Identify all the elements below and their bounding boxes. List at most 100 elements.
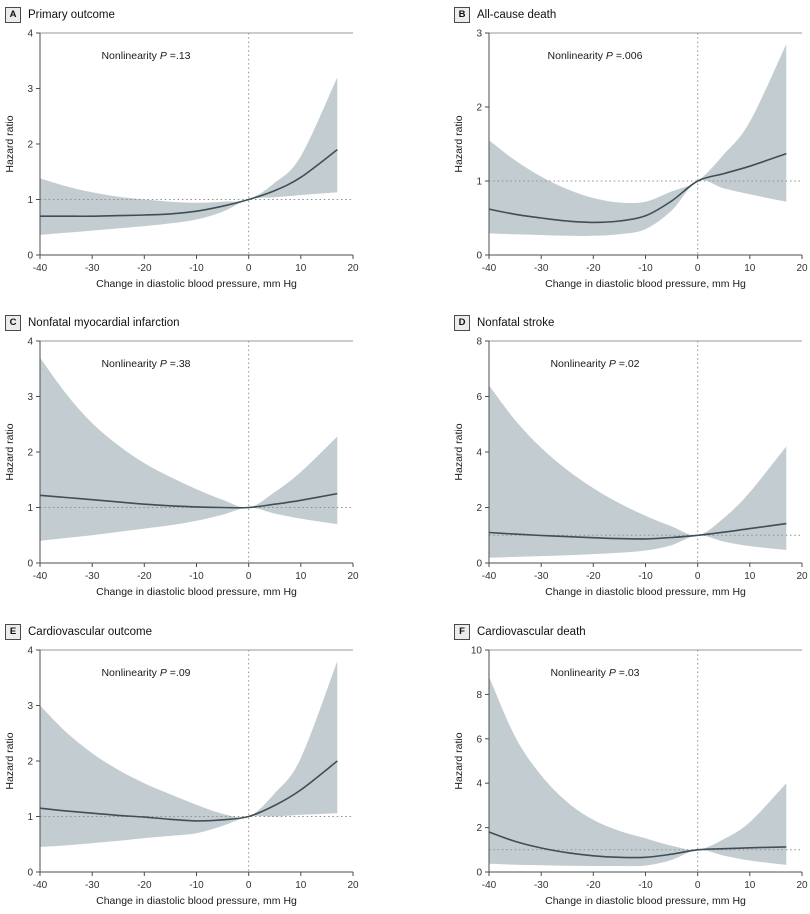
panel-f: F Cardiovascular death 0 2 4 6 8 10 -40 -30 -20 -… — [405, 617, 810, 914]
svg-text:0: 0 — [246, 880, 252, 891]
panel-letter-badge: A — [5, 6, 21, 23]
svg-text:Hazard ratio: Hazard ratio — [4, 423, 16, 480]
panel-header: F Cardiovascular death — [449, 623, 810, 640]
panel-d: D Nonfatal stroke 0 2 4 6 8 -40 -30 -20 -10 0 10 20… — [405, 308, 810, 617]
svg-text:10: 10 — [295, 880, 307, 891]
svg-text:-30: -30 — [85, 880, 100, 891]
svg-text:Change in diastolic blood pres: Change in diastolic blood pressure, mm H… — [545, 586, 746, 598]
panel-title: Nonfatal myocardial infarction — [28, 316, 180, 329]
svg-text:Hazard ratio: Hazard ratio — [453, 732, 465, 789]
hazard-ratio-plot: 0 2 4 6 8 10 -40 -30 -20 -10 0 10 20 Nonlinearity P =… — [449, 642, 810, 910]
svg-text:-10: -10 — [638, 263, 653, 274]
svg-text:-40: -40 — [482, 571, 497, 582]
svg-text:6: 6 — [476, 392, 482, 403]
hazard-ratio-chart-svg: 0 1 2 3 -40 -30 -20 -10 0 10 20 Nonlinearity P =.00… — [453, 29, 808, 291]
panel-header: C Nonfatal myocardial infarction — [0, 314, 405, 331]
svg-text:-10: -10 — [189, 263, 204, 274]
svg-text:0: 0 — [476, 251, 482, 262]
hazard-ratio-plot: 0 1 2 3 4 -40 -30 -20 -10 0 10 20 Nonlinearity P =.0… — [0, 642, 405, 910]
svg-text:3: 3 — [27, 84, 33, 95]
panel-letter-badge: F — [454, 623, 470, 640]
svg-text:2: 2 — [27, 140, 33, 151]
svg-text:-10: -10 — [189, 880, 204, 891]
svg-text:20: 20 — [796, 263, 808, 274]
panel-letter-badge: D — [454, 314, 470, 331]
svg-text:-30: -30 — [534, 263, 549, 274]
svg-text:Nonlinearity P =.38: Nonlinearity P =.38 — [101, 358, 190, 370]
panel-header: A Primary outcome — [0, 6, 405, 23]
svg-text:-10: -10 — [638, 571, 653, 582]
svg-text:20: 20 — [347, 880, 359, 891]
svg-text:1: 1 — [476, 177, 482, 188]
svg-text:Hazard ratio: Hazard ratio — [4, 732, 16, 789]
svg-text:-40: -40 — [482, 263, 497, 274]
svg-text:Change in diastolic blood pres: Change in diastolic blood pressure, mm H… — [96, 586, 297, 598]
panel-title: Primary outcome — [28, 8, 115, 21]
svg-text:Change in diastolic blood pres: Change in diastolic blood pressure, mm H… — [96, 278, 297, 290]
svg-text:10: 10 — [744, 880, 756, 891]
svg-text:-20: -20 — [586, 880, 601, 891]
svg-text:-20: -20 — [586, 571, 601, 582]
svg-text:-10: -10 — [638, 880, 653, 891]
svg-text:-30: -30 — [85, 571, 100, 582]
svg-text:-20: -20 — [137, 263, 152, 274]
svg-text:0: 0 — [246, 571, 252, 582]
svg-text:20: 20 — [347, 571, 359, 582]
svg-text:4: 4 — [476, 448, 482, 459]
hazard-ratio-plot: 0 1 2 3 4 -40 -30 -20 -10 0 10 20 Nonlinearity P =.3… — [0, 333, 405, 601]
hazard-ratio-plot: 0 1 2 3 4 -40 -30 -20 -10 0 10 20 Nonlinearity P =.1… — [0, 25, 405, 293]
svg-text:4: 4 — [476, 779, 482, 790]
panel-e: E Cardiovascular outcome 0 1 2 3 4 -40 -30 -20 -… — [0, 617, 405, 914]
svg-text:-20: -20 — [137, 880, 152, 891]
svg-text:-40: -40 — [482, 880, 497, 891]
hazard-ratio-chart-svg: 0 1 2 3 4 -40 -30 -20 -10 0 10 20 Nonlinearity P =.1… — [4, 29, 359, 291]
panel-header: D Nonfatal stroke — [449, 314, 810, 331]
svg-text:1: 1 — [27, 812, 33, 823]
svg-text:0: 0 — [27, 251, 33, 262]
svg-text:-20: -20 — [137, 571, 152, 582]
panel-header: E Cardiovascular outcome — [0, 623, 405, 640]
svg-text:-30: -30 — [85, 263, 100, 274]
svg-text:Hazard ratio: Hazard ratio — [453, 115, 465, 172]
svg-text:-10: -10 — [189, 571, 204, 582]
svg-text:-40: -40 — [33, 880, 48, 891]
panel-letter-badge: C — [5, 314, 21, 331]
panel-a: A Primary outcome 0 1 2 3 4 -40 -30 -20 -10 0 10 20… — [0, 0, 405, 308]
panel-title: Nonfatal stroke — [477, 316, 555, 329]
svg-text:10: 10 — [744, 263, 756, 274]
hazard-ratio-chart-svg: 0 2 4 6 8 10 -40 -30 -20 -10 0 10 20 Nonlinearity P =… — [453, 646, 808, 908]
svg-text:10: 10 — [471, 646, 483, 657]
panel-b: B All-cause death 0 1 2 3 -40 -30 -20 -10 0 10 20 N… — [405, 0, 810, 308]
svg-text:4: 4 — [27, 337, 33, 348]
hazard-ratio-plot: 0 2 4 6 8 -40 -30 -20 -10 0 10 20 Nonlinearity P =.0… — [449, 333, 810, 601]
hazard-ratio-chart-svg: 0 1 2 3 4 -40 -30 -20 -10 0 10 20 Nonlinearity P =.3… — [4, 337, 359, 599]
svg-text:0: 0 — [476, 868, 482, 879]
panel-letter-badge: B — [454, 6, 470, 23]
svg-text:-40: -40 — [33, 571, 48, 582]
svg-text:8: 8 — [476, 337, 482, 348]
svg-text:-30: -30 — [534, 571, 549, 582]
svg-text:-40: -40 — [33, 263, 48, 274]
svg-text:Hazard ratio: Hazard ratio — [453, 423, 465, 480]
panel-title: All-cause death — [477, 8, 557, 21]
svg-text:Change in diastolic blood pres: Change in diastolic blood pressure, mm H… — [96, 895, 297, 907]
svg-text:0: 0 — [695, 571, 701, 582]
panel-header: B All-cause death — [449, 6, 810, 23]
svg-text:Nonlinearity P =.006: Nonlinearity P =.006 — [548, 50, 643, 62]
svg-text:-20: -20 — [586, 263, 601, 274]
svg-text:0: 0 — [27, 868, 33, 879]
panel-letter-badge: E — [5, 623, 21, 640]
hazard-ratio-plot: 0 1 2 3 -40 -30 -20 -10 0 10 20 Nonlinearity P =.00… — [449, 25, 810, 293]
svg-text:2: 2 — [476, 103, 482, 114]
svg-text:2: 2 — [27, 757, 33, 768]
svg-text:Nonlinearity P =.03: Nonlinearity P =.03 — [550, 667, 639, 679]
svg-text:4: 4 — [27, 646, 33, 657]
svg-text:6: 6 — [476, 734, 482, 745]
svg-text:3: 3 — [27, 392, 33, 403]
svg-text:0: 0 — [476, 559, 482, 570]
svg-text:10: 10 — [295, 571, 307, 582]
svg-text:20: 20 — [347, 263, 359, 274]
svg-text:3: 3 — [27, 701, 33, 712]
svg-text:20: 20 — [796, 571, 808, 582]
